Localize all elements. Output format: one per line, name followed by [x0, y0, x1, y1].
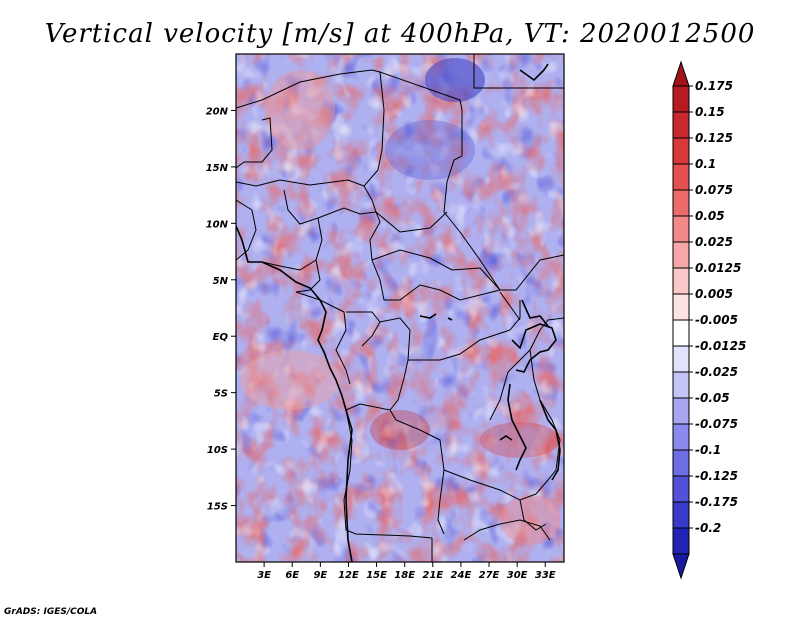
colorbar-bottom-arrow — [672, 553, 690, 580]
colorbar-swatch-17 — [672, 527, 690, 555]
colorbar-label-3: 0.1 — [695, 157, 716, 171]
colorbar-label-1: 0.15 — [695, 105, 725, 119]
colorbar-label-16: -0.175 — [695, 495, 738, 509]
lat-label-10N: 10N — [206, 219, 229, 230]
colorbar-label-12: -0.05 — [695, 391, 730, 405]
grads-credit: GrADS: IGES/COLA — [4, 607, 97, 617]
lon-label-21E: 21E — [422, 570, 443, 581]
lat-label-10S: 10S — [207, 445, 228, 456]
lon-label-18E: 18E — [394, 570, 415, 581]
lat-label-5N: 5N — [213, 276, 229, 287]
lon-label-27E: 27E — [479, 570, 500, 581]
colorbar: 0.175 0.15 0.125 0.1 0.075 0.05 0.025 0.0125 0.0… — [672, 60, 746, 580]
lon-label-15E: 15E — [366, 570, 387, 581]
lon-label-33E: 33E — [535, 570, 556, 581]
coastlines — [236, 63, 561, 562]
country-borders — [236, 54, 564, 562]
colorbar-swatch-5 — [672, 215, 690, 243]
colorbar-label-4: 0.075 — [695, 183, 733, 197]
colorbar-swatch-6 — [672, 241, 690, 269]
lon-label-24E: 24E — [451, 570, 472, 581]
colorbar-swatch-15 — [672, 475, 690, 503]
lon-label-3E: 3E — [257, 570, 271, 581]
colorbar-label-13: -0.075 — [695, 417, 738, 431]
colorbar-label-2: 0.125 — [695, 131, 733, 145]
lat-label-15N: 15N — [206, 163, 229, 174]
colorbar-label-15: -0.125 — [695, 469, 738, 483]
colorbar-label-11: -0.025 — [695, 365, 738, 379]
map-frame — [235, 53, 565, 563]
colorbar-swatch-11 — [672, 371, 690, 399]
lon-label-9E: 9E — [313, 570, 327, 581]
velocity-field — [236, 54, 564, 562]
colorbar-label-8: 0.005 — [695, 287, 733, 301]
lat-label-EQ: EQ — [213, 332, 229, 343]
lat-label-15S: 15S — [207, 502, 228, 513]
colorbar-label-17: -0.2 — [695, 521, 721, 535]
plot-title: Vertical velocity [m/s] at 400hPa, VT: 2… — [45, 19, 756, 49]
colorbar-swatch-8 — [672, 293, 690, 321]
colorbar-swatch-4 — [672, 189, 690, 217]
colorbar-label-5: 0.05 — [695, 209, 725, 223]
colorbar-swatch-12 — [672, 397, 690, 425]
lat-label-20N: 20N — [206, 106, 229, 117]
colorbar-swatch-13 — [672, 423, 690, 451]
latitude-axis: 20N 15N 10N 5N EQ 5S 10S 15S — [206, 106, 236, 513]
colorbar-label-0: 0.175 — [695, 79, 733, 93]
colorbar-label-9: -0.005 — [695, 313, 738, 327]
colorbar-label-7: 0.0125 — [695, 261, 741, 275]
colorbar-swatch-16 — [672, 501, 690, 529]
colorbar-swatch-7 — [672, 267, 690, 295]
colorbar-swatch-10 — [672, 345, 690, 373]
lat-label-5S: 5S — [214, 389, 228, 400]
lon-label-12E: 12E — [338, 570, 359, 581]
colorbar-swatch-1 — [672, 111, 690, 139]
colorbar-top-arrow — [672, 60, 690, 87]
colorbar-label-14: -0.1 — [695, 443, 721, 457]
colorbar-label-6: 0.025 — [695, 235, 733, 249]
colorbar-swatch-14 — [672, 449, 690, 477]
lon-label-30E: 30E — [507, 570, 528, 581]
colorbar-swatch-0 — [672, 85, 690, 113]
colorbar-swatch-9 — [672, 319, 690, 347]
longitude-axis: 3E 6E 9E 12E 15E 18E 21E 24E 27E 30E 33E — [257, 562, 556, 581]
colorbar-label-10: -0.0125 — [695, 339, 746, 353]
colorbar-swatch-3 — [672, 163, 690, 191]
lon-label-6E: 6E — [285, 570, 299, 581]
colorbar-swatch-2 — [672, 137, 690, 165]
